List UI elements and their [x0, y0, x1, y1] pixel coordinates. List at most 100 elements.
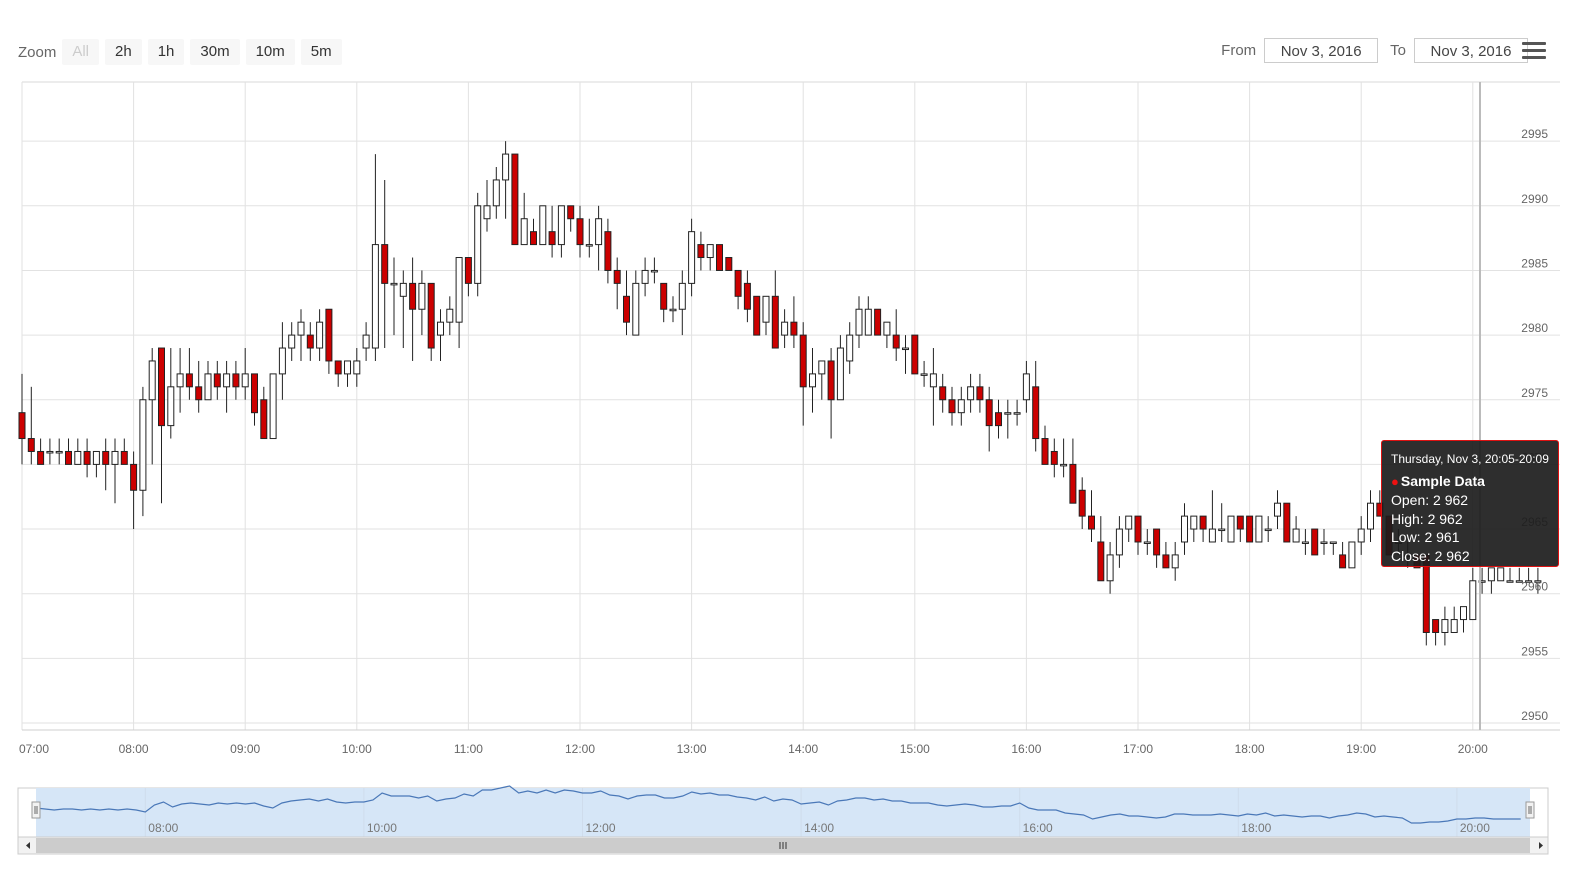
candle[interactable]	[464, 257, 472, 297]
candle[interactable]	[92, 450, 100, 478]
candle[interactable]	[911, 334, 919, 375]
candle[interactable]	[967, 373, 975, 413]
candle[interactable]	[18, 373, 26, 465]
candle[interactable]	[892, 309, 900, 361]
candle[interactable]	[306, 322, 314, 361]
candle[interactable]	[204, 360, 212, 401]
candle[interactable]	[678, 270, 686, 336]
candle[interactable]	[1060, 438, 1068, 478]
candle[interactable]	[1487, 567, 1495, 594]
candle[interactable]	[1534, 567, 1542, 594]
candle[interactable]	[985, 386, 993, 452]
candle[interactable]	[669, 296, 677, 323]
candle[interactable]	[65, 438, 72, 465]
candle[interactable]	[260, 386, 268, 440]
candle[interactable]	[902, 335, 909, 374]
candle[interactable]	[1329, 541, 1337, 555]
candle[interactable]	[1190, 515, 1198, 542]
candle[interactable]	[957, 386, 965, 426]
candle[interactable]	[1292, 516, 1300, 543]
candle[interactable]	[1004, 399, 1012, 439]
candle[interactable]	[883, 321, 891, 349]
candle[interactable]	[836, 335, 844, 401]
candle[interactable]	[799, 322, 807, 426]
hamburger-menu-icon[interactable]	[1522, 42, 1546, 64]
candle[interactable]	[716, 244, 723, 271]
candle[interactable]	[520, 192, 528, 246]
candle[interactable]	[864, 296, 872, 336]
candle[interactable]	[1088, 490, 1095, 542]
candle[interactable]	[846, 322, 854, 374]
candle[interactable]	[1450, 606, 1458, 633]
zoom-2h-button[interactable]: 2h	[105, 39, 142, 65]
candle[interactable]	[46, 438, 54, 465]
candle[interactable]	[1367, 490, 1374, 542]
candle[interactable]	[1171, 541, 1179, 581]
candle[interactable]	[316, 309, 324, 361]
candle[interactable]	[697, 231, 705, 271]
candle[interactable]	[437, 309, 444, 361]
candle[interactable]	[492, 167, 500, 219]
zoom-all-button[interactable]: All	[62, 39, 100, 65]
candle[interactable]	[660, 282, 668, 323]
candle[interactable]	[1311, 528, 1319, 556]
candle[interactable]	[502, 141, 510, 219]
candle[interactable]	[1525, 567, 1533, 583]
candle[interactable]	[325, 308, 333, 374]
candle[interactable]	[278, 322, 286, 400]
candle[interactable]	[1422, 554, 1430, 646]
candle[interactable]	[1097, 516, 1105, 582]
candle[interactable]	[567, 205, 575, 232]
candle[interactable]	[455, 257, 463, 349]
candle[interactable]	[762, 295, 770, 336]
candle[interactable]	[176, 348, 184, 413]
zoom-1h-button[interactable]: 1h	[147, 39, 185, 65]
candle[interactable]	[74, 438, 82, 465]
navigator-selection[interactable]	[36, 788, 1530, 837]
candle[interactable]	[948, 386, 956, 426]
candle[interactable]	[1515, 567, 1523, 583]
candle[interactable]	[1320, 529, 1328, 555]
candle[interactable]	[167, 348, 175, 439]
candle[interactable]	[1032, 360, 1040, 452]
candle[interactable]	[1236, 515, 1244, 542]
candle[interactable]	[1432, 619, 1440, 646]
candle[interactable]	[1264, 516, 1272, 542]
candle[interactable]	[1153, 528, 1161, 568]
candle[interactable]	[185, 348, 193, 400]
candle[interactable]	[1339, 541, 1347, 569]
candle[interactable]	[1255, 515, 1263, 543]
candle[interactable]	[827, 348, 835, 439]
candle[interactable]	[818, 360, 826, 400]
candle[interactable]	[548, 205, 556, 258]
candle[interactable]	[530, 218, 537, 246]
candle[interactable]	[976, 373, 984, 413]
candle[interactable]	[1162, 541, 1170, 569]
candle[interactable]	[1218, 503, 1226, 542]
candle[interactable]	[1506, 567, 1514, 583]
scroll-right-arrow-icon[interactable]	[1539, 842, 1543, 849]
candle[interactable]	[1181, 503, 1188, 555]
candle[interactable]	[688, 218, 696, 297]
navigator-left-handle[interactable]	[31, 801, 41, 819]
candle[interactable]	[213, 360, 221, 400]
candle[interactable]	[1246, 515, 1254, 543]
candle[interactable]	[1460, 606, 1467, 633]
candle[interactable]	[874, 308, 882, 336]
candle[interactable]	[995, 399, 1002, 439]
candle[interactable]	[511, 153, 519, 246]
navigator-right-handle[interactable]	[1525, 801, 1535, 819]
candle[interactable]	[753, 295, 761, 336]
candle[interactable]	[232, 360, 240, 400]
candle[interactable]	[1041, 425, 1049, 465]
candle[interactable]	[427, 282, 435, 361]
zoom-5m-button[interactable]: 5m	[300, 39, 342, 65]
candle[interactable]	[1069, 438, 1077, 504]
candle[interactable]	[1227, 515, 1235, 543]
candle[interactable]	[409, 257, 417, 361]
candle[interactable]	[1497, 567, 1505, 582]
candle[interactable]	[390, 257, 398, 336]
candle[interactable]	[148, 348, 156, 465]
candle[interactable]	[1469, 567, 1477, 621]
candle[interactable]	[418, 270, 426, 336]
